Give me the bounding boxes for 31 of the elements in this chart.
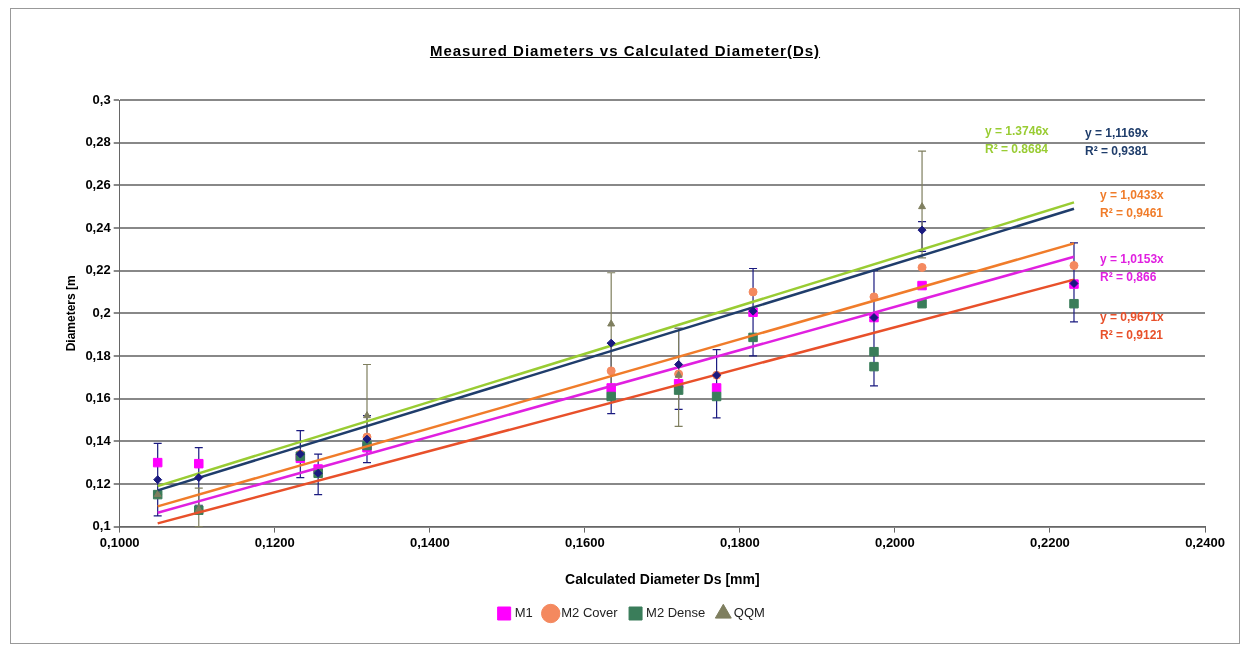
y-axis-title: Diameters [m: [63, 275, 78, 352]
legend-label: QQM: [733, 605, 765, 621]
y-tick-label: 0,24: [85, 219, 112, 235]
x-tick-label: 0,1600: [564, 534, 605, 550]
x-tick-label: 0,2200: [1030, 534, 1070, 550]
y-tick-label: 0,14: [85, 432, 112, 448]
x-tick-label: 0,1800: [719, 534, 760, 550]
y-tick-label: 0,12: [85, 475, 111, 491]
y-tick-label: 0,22: [85, 262, 111, 278]
chart-title: Measured Diameters vs Calculated Diameter(Ds): [429, 42, 821, 59]
x-tick-label: 0,1000: [99, 534, 140, 550]
x-tick-label: 0,2400: [1185, 534, 1225, 550]
legend-label: M1: [514, 605, 533, 621]
x-axis-title: Calculated Diameter Ds [mm]: [565, 571, 760, 588]
x-tick-label: 0,2000: [875, 534, 915, 550]
annotation: y = 1,0433x R² = 0,9461: [1100, 188, 1165, 221]
y-tick-label: 0,1: [92, 518, 111, 534]
y-tick-label: 0,26: [85, 176, 111, 192]
annotation: y = 1,0153x R² = 0,866: [1100, 252, 1165, 285]
y-tick-label: 0,18: [85, 347, 111, 363]
annotation: y = 0,9671x R² = 0,9121: [1100, 310, 1165, 343]
x-tick-label: 0,1200: [254, 534, 295, 550]
y-tick-label: 0,2: [92, 304, 111, 320]
x-tick-label: 0,1400: [409, 534, 450, 550]
annotation: y = 1.3746x R² = 0.8684: [985, 124, 1050, 157]
legend-label: M2 Dense: [646, 605, 706, 621]
y-tick-label: 0,3: [92, 91, 111, 107]
y-tick-label: 0,16: [85, 390, 111, 406]
y-tick-label: 0,28: [85, 134, 111, 150]
annotation: y = 1,1169x R² = 0,9381: [1085, 126, 1149, 159]
legend-label: M2 Cover: [561, 605, 619, 621]
